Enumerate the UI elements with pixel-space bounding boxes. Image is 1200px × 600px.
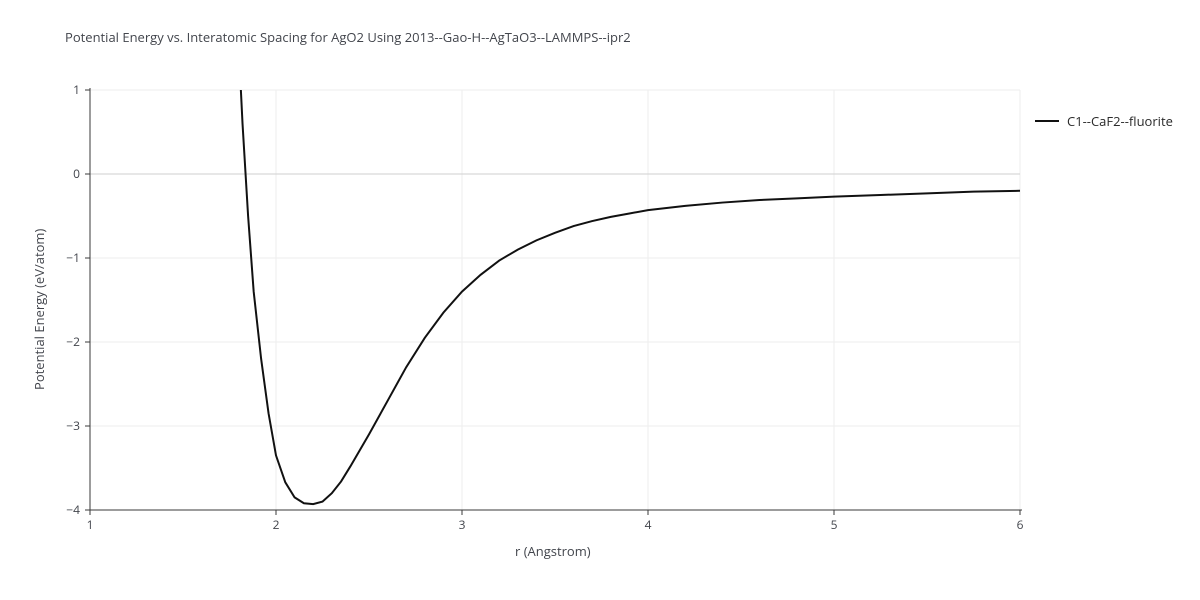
legend-swatch [1035, 120, 1059, 122]
chart-container: Potential Energy vs. Interatomic Spacing… [0, 0, 1200, 600]
y-tick-label: 1 [73, 81, 80, 98]
x-tick-label: 3 [459, 516, 466, 533]
x-tick-label: 5 [831, 516, 838, 533]
chart-title: Potential Energy vs. Interatomic Spacing… [65, 28, 631, 46]
y-tick-label: −2 [66, 333, 80, 350]
series-line [239, 50, 1020, 504]
legend-label: C1--CaF2--fluorite [1067, 112, 1173, 130]
plot-area[interactable]: 123456−4−3−2−101 [90, 90, 1020, 510]
y-axis-label: Potential Energy (eV/atom) [30, 229, 48, 390]
y-tick-label: −3 [66, 417, 80, 434]
y-tick-label: −1 [66, 249, 80, 266]
y-tick-label: −4 [66, 501, 80, 518]
x-tick-label: 1 [87, 516, 94, 533]
x-tick-label: 4 [645, 516, 652, 533]
x-tick-label: 2 [273, 516, 280, 533]
legend[interactable]: C1--CaF2--fluorite [1035, 112, 1173, 130]
y-tick-label: 0 [73, 165, 80, 182]
x-tick-label: 6 [1017, 516, 1024, 533]
plot-svg: 1 2 3 4 5 6 −4 −3 −2 −1 0 1 [50, 50, 1060, 550]
